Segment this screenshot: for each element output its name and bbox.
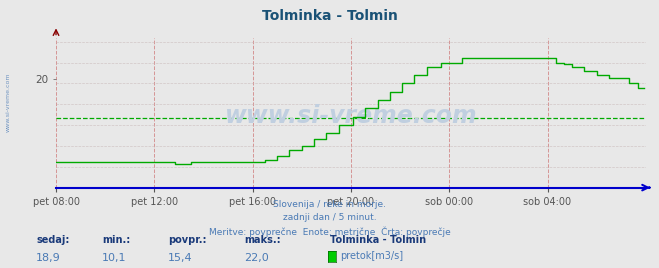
Text: 22,0: 22,0 (244, 253, 269, 263)
Text: 10,1: 10,1 (102, 253, 127, 263)
Text: 18,9: 18,9 (36, 253, 61, 263)
Text: Tolminka - Tolmin: Tolminka - Tolmin (330, 234, 426, 244)
Text: www.si-vreme.com: www.si-vreme.com (225, 103, 477, 128)
Text: www.si-vreme.com: www.si-vreme.com (5, 72, 11, 132)
Text: zadnji dan / 5 minut.: zadnji dan / 5 minut. (283, 213, 376, 222)
Text: pretok[m3/s]: pretok[m3/s] (340, 251, 403, 261)
Text: povpr.:: povpr.: (168, 234, 206, 244)
Text: 15,4: 15,4 (168, 253, 192, 263)
Text: Slovenija / reke in morje.: Slovenija / reke in morje. (273, 200, 386, 209)
Text: Tolminka - Tolmin: Tolminka - Tolmin (262, 9, 397, 23)
Text: maks.:: maks.: (244, 234, 281, 244)
Text: min.:: min.: (102, 234, 130, 244)
Text: sedaj:: sedaj: (36, 234, 70, 244)
Text: Meritve: povprečne  Enote: metrične  Črta: povprečje: Meritve: povprečne Enote: metrične Črta:… (209, 226, 450, 237)
